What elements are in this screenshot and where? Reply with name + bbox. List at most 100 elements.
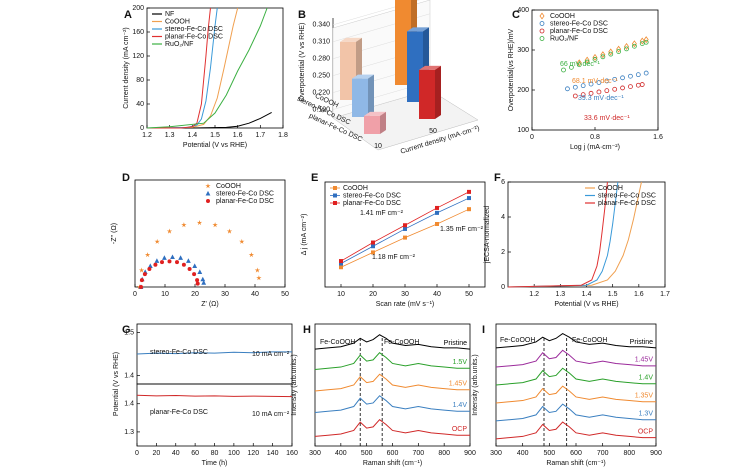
marker (371, 250, 375, 255)
marker (435, 210, 439, 215)
x-tick-label: 1.5 (608, 291, 618, 298)
bar-top-shade (419, 65, 441, 70)
series-line (507, 181, 619, 288)
marker (643, 39, 649, 45)
marker (631, 43, 637, 49)
series-label: 1.45V (635, 357, 654, 364)
series-line (136, 351, 292, 355)
marker (435, 222, 439, 226)
y-tick-label: 120 (132, 53, 144, 60)
x-tick-label: 400 (335, 450, 347, 457)
marker (467, 207, 471, 212)
series-label: stereo-Fe-Co DSC (150, 349, 208, 356)
legend-marker (539, 21, 545, 26)
y-tick-label: 0 (140, 125, 144, 132)
x-tick-label: 800 (438, 450, 450, 457)
annotation: 39.3 mV·dec⁻¹ (578, 95, 624, 102)
series-line (507, 181, 642, 288)
marker (568, 64, 574, 70)
y-tick-label: 160 (132, 29, 144, 36)
legend-label: planar-Fe-Co DSC (343, 200, 401, 207)
x-tick-label: 300 (309, 450, 321, 457)
bar-top-shade (364, 111, 386, 116)
bar-top-shade (352, 74, 374, 79)
z-tick-label: 0.340 (312, 22, 330, 29)
x-axis-label: Time (h) (202, 460, 228, 467)
legend-label: stereo-Fe-Co DSC (165, 26, 223, 33)
marker (588, 81, 594, 87)
marker (628, 73, 633, 79)
series-label: 1.45V (449, 381, 468, 388)
marker (624, 46, 629, 52)
legend-label: CoOOH (343, 185, 368, 192)
x-axis-label: Z' (Ω) (201, 301, 218, 308)
marker (643, 70, 649, 76)
y-tick-label: 6 (501, 179, 505, 186)
legend-marker (206, 199, 210, 203)
marker (192, 263, 198, 269)
bar (352, 78, 368, 117)
legend-marker (539, 36, 545, 41)
x-tick-label: 1.3 (555, 291, 565, 298)
series-line (495, 385, 656, 404)
x-tick-label: 600 (387, 450, 399, 457)
annotation: 10 mA cm⁻² (252, 411, 290, 418)
y-tick-label: 1.3 (124, 429, 134, 436)
y-tick-label: 200 (132, 5, 144, 12)
series-line (314, 352, 470, 370)
marker (588, 90, 594, 96)
marker (201, 280, 207, 285)
marker (403, 226, 407, 231)
marker (600, 54, 606, 60)
y-axis-label: Intensity (arb.units.) (472, 354, 479, 415)
bar (419, 69, 435, 119)
annotation: 33.6 mV·dec⁻¹ (584, 115, 630, 122)
marker (403, 223, 407, 228)
y-axis-label: Δ j (mA cm⁻²) (301, 214, 308, 256)
marker (154, 258, 160, 263)
series-line (136, 394, 293, 398)
marker (138, 267, 145, 273)
marker (616, 45, 622, 53)
series-label: OCP (638, 428, 654, 435)
series-line (147, 7, 211, 129)
series-line (495, 332, 657, 349)
marker (616, 49, 622, 54)
marker (147, 263, 153, 269)
x-tick-label: 100 (228, 450, 240, 457)
marker (624, 42, 629, 50)
x-tick-label: 300 (490, 450, 502, 457)
bar-top (419, 65, 441, 70)
x-tick-label: 1.5 (210, 132, 220, 139)
series-label: Pristine (444, 340, 467, 347)
series-label: 1.3V (639, 411, 654, 418)
x-tick-label: 700 (412, 450, 424, 457)
marker (139, 285, 143, 289)
x-tick-label: 1.4 (187, 132, 197, 139)
y-axis-label: Current density (mA cm⁻²) (123, 27, 130, 109)
x-tick-label: 1.3 (165, 132, 175, 139)
depth-label: 10 (374, 143, 382, 150)
marker (226, 228, 233, 234)
x-tick-label: 1.6 (634, 291, 644, 298)
plot-frame (134, 179, 286, 288)
bar-top-shade (407, 27, 429, 32)
legend-marker (205, 183, 211, 189)
marker (187, 267, 192, 272)
marker (596, 80, 602, 85)
legend-label: CoOOH (550, 13, 575, 20)
marker (212, 222, 218, 228)
panel-letter: D (122, 172, 130, 184)
legend-label: planar-Fe-Co DSC (598, 200, 656, 207)
marker (200, 276, 206, 282)
marker (144, 252, 151, 258)
panel-letter: F (494, 172, 501, 184)
x-tick-label: 400 (517, 450, 529, 457)
z-tick-label: 0.220 (312, 89, 330, 96)
y-tick-label: 80 (136, 77, 144, 84)
x-tick-label: 80 (211, 450, 219, 457)
marker (604, 78, 610, 84)
marker (371, 244, 375, 249)
marker (160, 260, 164, 265)
marker (166, 228, 173, 234)
